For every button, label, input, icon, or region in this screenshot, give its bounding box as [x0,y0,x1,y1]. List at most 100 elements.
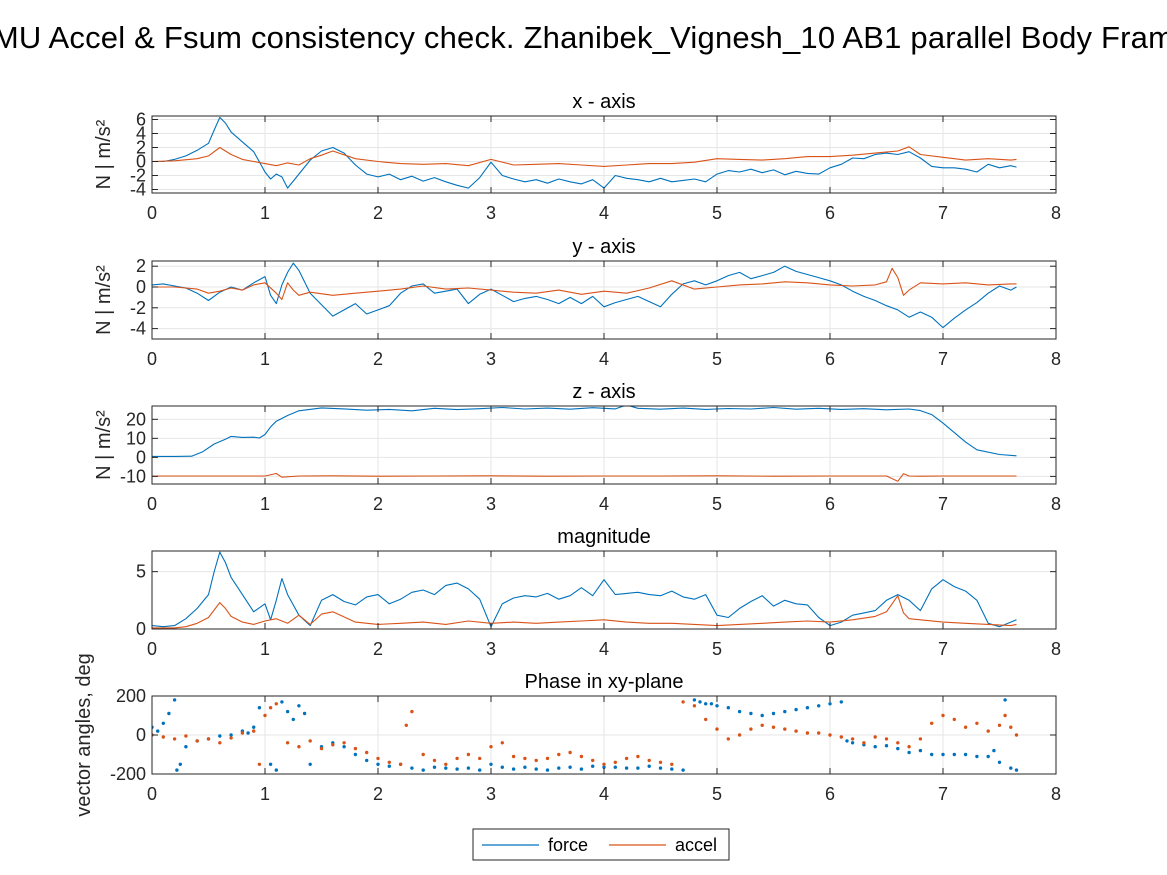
point-force [850,741,855,745]
point-accel [297,745,301,749]
tick-label-x: 8 [1051,494,1061,514]
series-line-force [152,262,1017,329]
point-accel [704,717,708,722]
point-accel [715,727,719,731]
series-line-accel [152,146,1017,167]
tick-label-y: 0 [136,277,146,297]
tick-label-y: 4 [136,124,146,144]
point-force [478,768,482,772]
tick-label-x: 8 [1051,639,1061,659]
point-accel [862,741,866,745]
tick-label-x: 0 [147,784,157,804]
point-accel [444,762,448,766]
point-accel [184,734,188,738]
tick-label-x: 4 [599,784,609,804]
point-accel [172,737,177,741]
point-accel [658,760,663,764]
point-force [308,762,312,766]
series-group [152,698,1019,772]
point-force [692,698,697,702]
point-force [783,709,787,714]
point-force [907,750,911,755]
point-force [444,766,448,770]
tick-label-x: 7 [938,784,948,804]
tick-label-x: 8 [1051,349,1061,369]
tick-label-x: 4 [599,639,609,659]
tick-label-y: -10 [120,466,146,486]
series-line-accel [152,595,1017,629]
point-force [285,709,290,714]
point-accel [930,721,934,725]
subplot-title: magnitude [557,526,650,548]
point-accel [670,762,674,766]
figure-title: IMU Accel & Fsum consistency check. Zhan… [0,20,1167,55]
tick-label-y: 10 [126,428,146,448]
point-accel [455,756,459,761]
point-force [579,767,584,771]
point-accel [873,735,877,739]
tick-label-x: 4 [599,494,609,514]
point-force [568,765,572,769]
point-accel [613,760,617,764]
point-force [613,765,617,769]
point-accel [918,737,923,741]
point-force [229,733,233,737]
point-accel [432,758,437,763]
tick-label-y: 200 [116,686,146,706]
point-accel [963,725,968,729]
point-force [246,731,250,735]
point-accel [263,713,267,718]
point-force [302,711,307,716]
point-accel [907,745,911,749]
point-force [161,721,165,725]
point-force [557,766,561,770]
point-force [365,758,369,763]
tick-label-y: -200 [110,764,146,784]
series-group [152,116,1017,189]
point-force [845,739,849,743]
point-accel [783,727,787,731]
point-force [647,764,651,768]
tick-label-x: 3 [486,494,496,514]
tick-label-x: 2 [373,203,383,223]
tick-label-y: -4 [130,180,146,200]
tick-label-y: -4 [130,319,146,339]
point-force [297,704,301,708]
point-accel [331,743,335,747]
tick-label-x: 2 [373,494,383,514]
point-force [749,711,753,716]
point-accel [681,700,685,704]
point-accel [952,717,956,722]
point-force [1009,766,1013,770]
tick-label-x: 1 [260,349,270,369]
point-accel [884,737,889,741]
tick-label-x: 6 [825,639,835,659]
point-force [218,734,222,738]
point-accel [195,739,199,743]
point-force [178,762,182,766]
point-force [1014,768,1019,772]
point-force [602,765,606,769]
point-accel [771,725,776,729]
tick-label-x: 3 [486,203,496,223]
point-accel [534,758,538,763]
point-accel [308,739,312,743]
tick-label-x: 2 [373,784,383,804]
point-accel [376,756,380,761]
point-accel [692,704,697,708]
tick-label-y: 2 [136,138,146,158]
tick-label-y: 20 [126,409,146,429]
tick-label-x: 0 [147,203,157,223]
tick-label-x: 1 [260,639,270,659]
tick-label-x: 5 [712,784,722,804]
point-force [805,706,810,710]
tick-label-x: 7 [938,349,948,369]
point-force [930,752,934,757]
tick-label-y: 0 [136,619,146,639]
point-force [156,729,160,733]
point-accel [511,754,516,759]
point-force [839,700,843,704]
point-accel [896,741,900,745]
point-accel [404,723,408,727]
